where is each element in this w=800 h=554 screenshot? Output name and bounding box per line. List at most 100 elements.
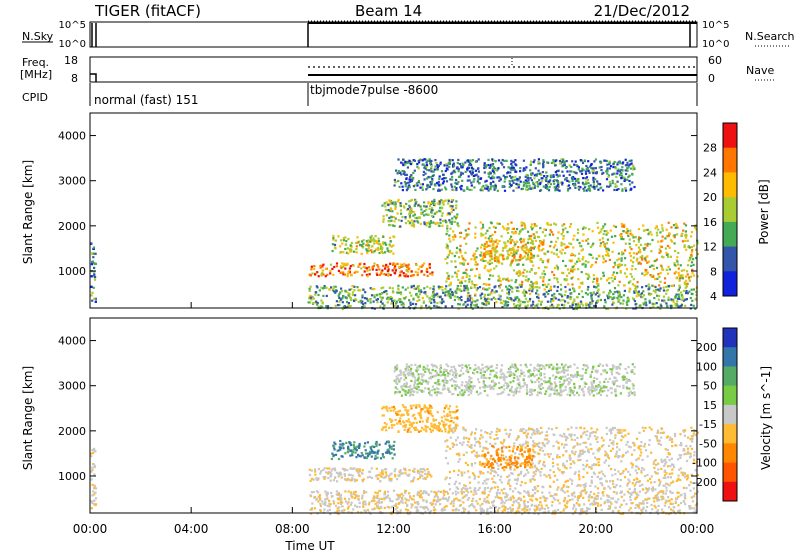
vel-cell xyxy=(586,471,589,474)
power-cell xyxy=(684,286,687,289)
power-cell xyxy=(462,271,465,274)
power-cell xyxy=(513,305,516,308)
vel-cell xyxy=(391,457,394,460)
power-cell xyxy=(636,292,639,295)
vel-cell xyxy=(422,506,425,509)
vel-cell xyxy=(537,504,540,507)
power-cell xyxy=(401,215,404,219)
vel-cell xyxy=(566,490,569,493)
power-cell xyxy=(334,304,337,307)
vel-cell xyxy=(573,491,576,494)
vel-cell xyxy=(384,442,387,445)
power-cell xyxy=(586,167,589,170)
power-cell xyxy=(611,173,614,176)
power-cell xyxy=(557,304,560,307)
power-cell xyxy=(452,230,455,233)
power-cell xyxy=(454,271,457,274)
power-cell xyxy=(307,301,310,304)
power-cell xyxy=(677,263,680,266)
power-cell xyxy=(553,222,556,225)
vel-cell xyxy=(604,450,607,453)
vel-cell xyxy=(95,503,98,506)
power-cell xyxy=(316,271,319,274)
vel-cell xyxy=(337,472,340,475)
power-cell xyxy=(444,291,447,294)
power-cell xyxy=(512,269,516,272)
power-cell xyxy=(452,162,455,165)
power-colorbar-label: Power [dB] xyxy=(757,179,771,244)
power-cell xyxy=(595,185,599,188)
vel-cell xyxy=(571,492,574,495)
power-cell xyxy=(489,268,492,271)
power-cell xyxy=(312,302,315,305)
vel-cell xyxy=(438,421,441,425)
velocity-heatmap xyxy=(90,363,700,516)
power-cell xyxy=(597,288,600,291)
vel-cell xyxy=(442,496,445,499)
power-cell xyxy=(441,212,444,215)
vel-cell xyxy=(490,506,493,509)
vel-cell xyxy=(430,422,433,425)
power-cell xyxy=(447,254,450,257)
vel-cell xyxy=(642,502,645,505)
vel-cell xyxy=(688,507,691,510)
power-cell xyxy=(518,255,522,258)
colorbar-tick-label: 20 xyxy=(703,191,717,204)
power-cell xyxy=(495,290,498,293)
power-cell xyxy=(467,227,470,230)
vel-cell xyxy=(344,452,347,455)
vel-cell xyxy=(386,505,389,508)
power-cell xyxy=(542,259,545,263)
power-cell xyxy=(440,188,443,191)
vel-cell xyxy=(405,498,408,502)
power-cell xyxy=(551,271,554,274)
vel-cell xyxy=(352,444,355,447)
power-cell xyxy=(537,296,540,299)
vel-cell xyxy=(629,507,632,510)
power-cell xyxy=(432,221,435,224)
power-cell xyxy=(605,230,608,233)
colorbar-segment xyxy=(723,197,737,223)
vel-cell xyxy=(424,410,427,413)
vel-cell xyxy=(419,496,422,499)
power-cell xyxy=(506,223,510,226)
vel-cell xyxy=(374,442,377,445)
vel-cell xyxy=(607,495,610,498)
power-cell xyxy=(457,170,460,173)
vel-cell xyxy=(385,405,388,408)
power-cell xyxy=(485,242,488,245)
power-cell xyxy=(616,290,619,293)
vel-cell xyxy=(691,500,694,503)
vel-cell xyxy=(393,440,396,443)
power-cell xyxy=(463,287,466,290)
power-cell xyxy=(581,248,584,251)
power-cell xyxy=(365,248,368,251)
vel-cell xyxy=(440,430,444,433)
power-cell xyxy=(451,290,454,294)
power-cell xyxy=(468,299,471,302)
vel-cell xyxy=(340,497,343,500)
power-cell xyxy=(449,283,452,286)
power-cell xyxy=(421,186,424,189)
power-cell xyxy=(665,285,668,288)
vel-cell xyxy=(382,414,385,417)
power-cell xyxy=(464,161,467,164)
vel-cell xyxy=(597,504,600,507)
power-cell xyxy=(676,260,679,263)
power-cell xyxy=(501,185,504,188)
vel-cell xyxy=(433,495,436,498)
power-cell xyxy=(417,268,420,271)
power-cell xyxy=(583,189,586,192)
power-cell xyxy=(465,233,468,236)
power-cell xyxy=(633,291,636,294)
vel-cell xyxy=(402,425,405,428)
power-cell xyxy=(682,298,685,301)
power-cell xyxy=(553,179,556,182)
vel-cell xyxy=(496,511,499,514)
vel-cell xyxy=(430,406,433,409)
power-cell xyxy=(417,287,420,291)
vel-cell xyxy=(627,509,631,512)
vel-cell xyxy=(309,494,312,497)
power-cell xyxy=(524,182,527,185)
vel-cell xyxy=(447,407,450,410)
